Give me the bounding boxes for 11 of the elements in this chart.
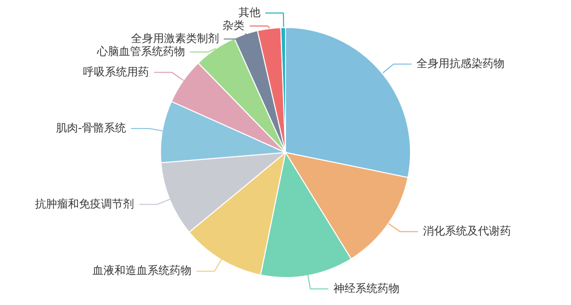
slice-label: 消化系统及代谢药 — [422, 224, 511, 238]
slice-label: 心脑血管系统药物 — [96, 45, 185, 58]
slice-label: 其他 — [238, 6, 260, 20]
slice-label: 肌肉-骨骼系统 — [56, 122, 126, 135]
slice-label: 神经系统药物 — [333, 282, 400, 295]
slice-label: 呼吸系统用药 — [83, 65, 150, 78]
slice-label: 全身用激素类制剂 — [130, 32, 219, 46]
slice-label: 全身用抗感染药物 — [416, 57, 505, 70]
slice-label: 杂类 — [222, 19, 245, 32]
slice-label: 血液和造血系统药物 — [92, 264, 192, 278]
slice-label: 抗肿瘤和免疫调节剂 — [35, 197, 134, 210]
